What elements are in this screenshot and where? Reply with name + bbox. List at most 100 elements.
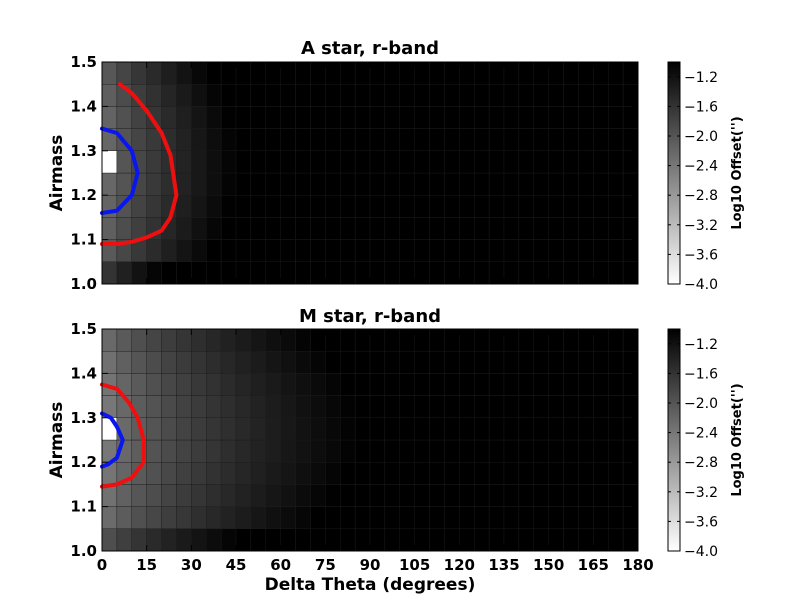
heatmap-cell [280,172,296,196]
heatmap-cell [369,328,386,352]
contour-line [100,382,146,489]
heatmap-cell [414,506,430,530]
heatmap-cell [593,373,609,396]
heatmap-cell [533,217,549,240]
heatmap-cell [176,83,192,107]
heatmap-cell [548,61,564,85]
heatmap-cell [176,528,192,552]
heatmap-cell [533,128,549,152]
heatmap-cell [369,506,386,530]
heatmap-cell [235,261,252,285]
y-tick-label: 1.5 [70,53,97,71]
heatmap-cell [622,61,639,85]
heatmap-cell [474,528,490,552]
heatmap-cell [295,417,311,441]
heatmap-cells [101,61,639,285]
heatmap-cell [384,217,400,240]
heatmap-cell [503,261,520,285]
heatmap-cell [295,528,311,552]
heatmap-cell [161,61,177,85]
heatmap-cell [176,328,192,352]
heatmap-cell [578,506,594,530]
heatmap-cell [265,172,281,196]
heatmap-cell [533,395,549,419]
heatmap-cell [518,417,534,441]
heatmap-cell [161,373,177,396]
heatmap-cell [340,150,356,174]
heatmap-cell [369,395,386,419]
colorbar-tick-label: −3.6 [684,514,718,530]
heatmap-cell [414,373,430,396]
heatmap-cell [206,351,222,374]
heatmap-cell [622,83,639,107]
heatmap-cell [429,172,445,196]
heatmap-cell [310,150,326,174]
colorbar-ticks: −1.2 −1.6 −2.0 −2.4 −2.8 −3.2 −3.6 −4.0 [668,337,718,560]
heatmap-cell [250,61,266,85]
heatmap-cell [414,128,430,152]
colorbar-tick-label: −1.6 [684,99,718,115]
colorbar-tick-label: −1.6 [684,366,718,382]
heatmap-cell [593,484,609,507]
heatmap-cell [280,439,296,463]
heatmap-cell [384,128,400,152]
heatmap-cell [310,261,326,285]
heatmap-cell [563,506,579,530]
heatmap-cell [146,395,162,419]
colorbar-gradient [667,61,681,285]
panel-a-star: A star, r-band 1.0 1.1 1.2 1.3 1.4 1.5 Airmas… [47,38,745,293]
heatmap-cell [206,528,222,552]
heatmap-cell [533,484,549,507]
heatmap-cell [563,239,579,263]
heatmap-cell [325,373,341,396]
heatmap-cell [488,417,505,441]
heatmap-cell [488,106,505,129]
heatmap-cell [220,194,237,218]
heatmap-cell [608,462,624,485]
heatmap-cell [444,439,460,463]
heatmap-cell [369,150,386,174]
heatmap-cell [488,150,505,174]
heatmap-cell [533,417,549,441]
colorbar-gradient [667,328,681,552]
heatmap-cell [459,417,475,441]
heatmap-cell [220,217,237,240]
heatmap-cell [101,61,118,85]
heatmap-cell [191,528,207,552]
heatmap-cell [622,328,639,352]
heatmap-cell [295,506,311,530]
heatmap-cell [295,328,311,352]
heatmap-cell [146,61,162,85]
heatmap-cell [459,217,475,240]
heatmap-cell [608,528,624,552]
heatmap-cell [220,395,237,419]
colorbar-tick-label: −2.4 [684,426,718,442]
heatmap-cell [444,172,460,196]
heatmap-cell [131,261,147,285]
heatmap-cell [578,439,594,463]
heatmap-cell [593,351,609,374]
heatmap-cell [444,150,460,174]
heatmap-cell [593,83,609,107]
heatmap-cell [384,373,400,396]
heatmap-cell [369,128,386,152]
heatmap-cell [608,83,624,107]
heatmap-cell [533,328,549,352]
heatmap-cell [503,439,520,463]
colorbar-tick-label: −3.2 [684,485,718,501]
heatmap-cell [310,61,326,85]
heatmap-cell [146,351,162,374]
y-tick-label: 1.0 [70,542,97,560]
heatmap-cell [325,217,341,240]
heatmap-cell [206,439,222,463]
heatmap-cell [622,172,639,196]
heatmap-cell [548,261,564,285]
heatmap-cell [414,61,430,85]
y-tick-label: 1.3 [70,142,97,160]
heatmap-cell [280,150,296,174]
heatmap-cell [518,150,534,174]
heatmap-cell [235,506,252,530]
colorbar-tick-label: −1.2 [684,70,718,86]
heatmap-cell [622,128,639,152]
x-tick-label: 75 [315,556,336,574]
